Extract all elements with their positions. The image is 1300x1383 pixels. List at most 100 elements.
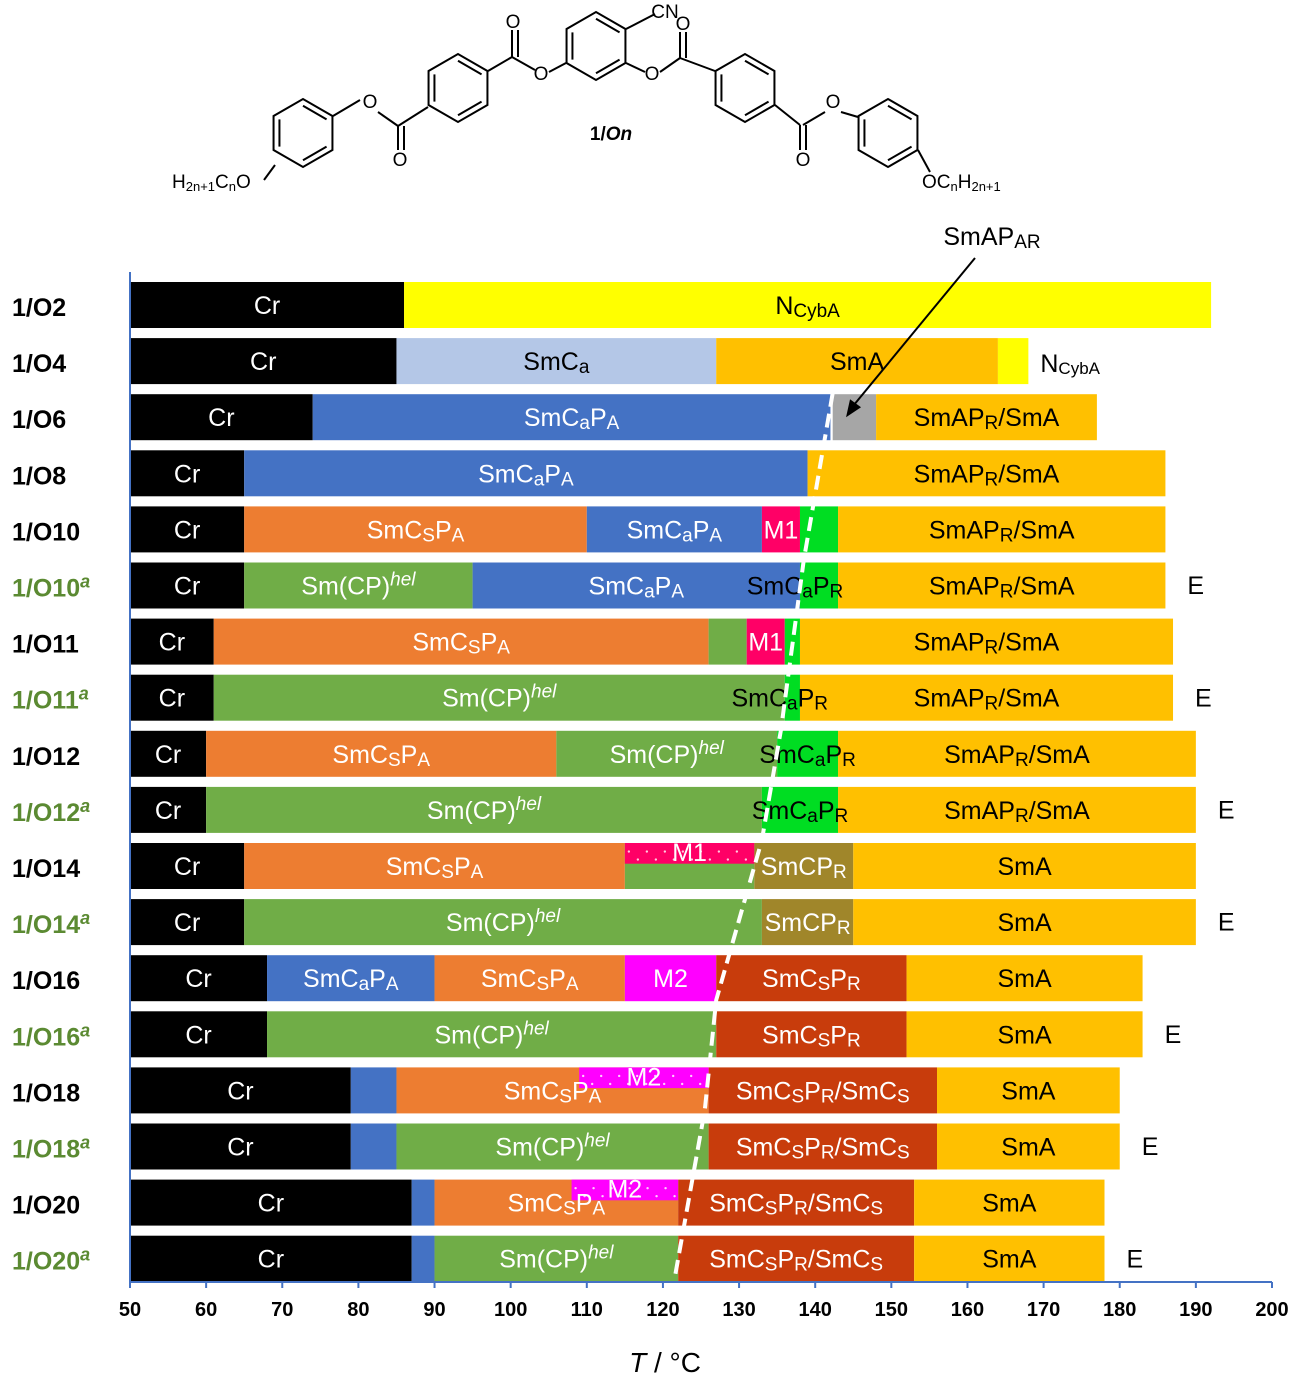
cyano-label: CN bbox=[651, 2, 678, 23]
x-tick-label: 140 bbox=[799, 1299, 832, 1321]
right-chain-label: OCnH2n+1 bbox=[922, 172, 1001, 194]
segment-label: SmCSPA bbox=[412, 628, 510, 658]
bar-segment-smcspr bbox=[708, 1067, 938, 1114]
x-tick-label: 120 bbox=[646, 1299, 679, 1321]
segment-label: Cr bbox=[254, 292, 280, 320]
end-label: E bbox=[1187, 572, 1204, 600]
overlay-dot bbox=[690, 858, 694, 861]
bar-segment-smcspr bbox=[708, 1123, 938, 1170]
bar-segment-m2 bbox=[624, 955, 717, 1002]
oxygen-label: O bbox=[676, 14, 691, 35]
row-1-o20: 1/O20 M2 Cr SmCSPA SmCSPR/SmCS SmA bbox=[12, 1175, 1105, 1226]
overlay-dot bbox=[717, 850, 721, 853]
bar-segment-cr bbox=[130, 1179, 412, 1226]
double-bond bbox=[744, 100, 770, 117]
overlay-dot bbox=[619, 1194, 622, 1198]
overlay-dot bbox=[680, 1082, 684, 1086]
segment-label: SmCSPA bbox=[367, 516, 465, 546]
x-axis: 50 60 70 80 90 100 110 120 130 140 150 160 170 180 190… bbox=[119, 272, 1289, 1378]
segment-label: SmAPR/SmA bbox=[914, 684, 1060, 714]
overlay-dot bbox=[646, 1186, 649, 1190]
segment-label: SmCSPA bbox=[504, 1077, 602, 1107]
overlay-dot bbox=[627, 850, 631, 853]
bar-segment-sma bbox=[716, 338, 998, 385]
row-1-o2: 1/O2 Cr NCybA bbox=[12, 282, 1212, 328]
bar-segment-sma bbox=[807, 450, 1166, 497]
segment-label: SmCaPR bbox=[752, 797, 849, 827]
bar-segment-sma bbox=[914, 1235, 1105, 1282]
row-1-o10: 1/O10 Cr SmCSPA SmCaPA M1 SmAPR/SmA bbox=[12, 506, 1166, 553]
row-1-o14-a: 1/O14a Cr Sm(CP)hel SmCPR SmA E bbox=[12, 899, 1235, 946]
overlay-dot bbox=[601, 1194, 604, 1198]
segment-label: Cr bbox=[208, 404, 234, 432]
bar-segment-sma bbox=[838, 506, 1166, 553]
bond bbox=[625, 62, 646, 73]
segment-label: SmCa bbox=[523, 348, 590, 378]
overlay-dot bbox=[662, 1082, 666, 1086]
segment-label: SmA bbox=[997, 965, 1052, 993]
segment-label: SmCSPR/SmCS bbox=[736, 1133, 910, 1163]
bar-segment-sma bbox=[853, 843, 1196, 889]
row-label: 1/O4 bbox=[12, 350, 66, 378]
bar-segment-smcspr bbox=[716, 955, 907, 1002]
segment-label: M1 bbox=[764, 516, 799, 544]
overlay-dot bbox=[626, 1082, 630, 1086]
bar-segment-sma bbox=[937, 1123, 1120, 1170]
bar-segment-smcapa bbox=[586, 506, 762, 553]
phase-boundary-line bbox=[672, 392, 835, 1281]
segment-label: Cr bbox=[159, 628, 185, 656]
oxygen-label: O bbox=[826, 92, 841, 113]
bar-segment-sma bbox=[937, 1067, 1120, 1114]
x-tick-label: 100 bbox=[494, 1299, 527, 1321]
oxygen-label: O bbox=[796, 150, 811, 171]
overlay-dot bbox=[698, 1082, 702, 1086]
segment-label: SmA bbox=[997, 909, 1052, 937]
segment-label: Cr bbox=[159, 684, 185, 712]
overlay-label: M1 bbox=[672, 839, 707, 867]
segment-label: SmA bbox=[830, 348, 885, 376]
segment-label: Cr bbox=[174, 909, 200, 937]
bar-segment-cr bbox=[130, 730, 207, 777]
bar-segment-smcspa bbox=[244, 843, 625, 889]
end-label: NCybA bbox=[1040, 350, 1100, 378]
bar-segment-cr bbox=[130, 674, 214, 721]
bar-segment-cr bbox=[130, 338, 397, 385]
end-label: E bbox=[1195, 684, 1212, 712]
row-label: 1/O11a bbox=[12, 683, 89, 714]
overlay-dot bbox=[583, 1194, 586, 1198]
x-tick-label: 90 bbox=[423, 1299, 445, 1321]
bond bbox=[917, 149, 931, 173]
bar-segment-sma bbox=[853, 899, 1196, 946]
bond bbox=[397, 106, 429, 127]
segment-label: SmCaPA bbox=[303, 965, 399, 995]
overlay-dot bbox=[689, 1074, 693, 1078]
segment-label: Cr bbox=[155, 797, 181, 825]
overlay-dot bbox=[681, 850, 685, 853]
bar-segment-smcapa bbox=[411, 1235, 435, 1282]
bond bbox=[625, 13, 656, 30]
x-tick-label: 160 bbox=[951, 1299, 984, 1321]
annotation-arrowhead bbox=[846, 399, 862, 418]
overlay-dot bbox=[617, 1074, 621, 1078]
segment-label: SmCSPA bbox=[481, 965, 579, 995]
row-1-o11: 1/O11 Cr SmCSPA M1 SmAPR/SmA bbox=[12, 618, 1174, 665]
row-1-o11-a: 1/O11a Cr Sm(CP)hel SmCaPR SmAPR/SmA E bbox=[12, 674, 1212, 721]
bar-segment-sma bbox=[799, 674, 1174, 721]
overlay-dot bbox=[744, 858, 748, 861]
row-1-o18-a: 1/O18a Cr Sm(CP)hel SmCSPR/SmCS SmA E bbox=[12, 1123, 1158, 1170]
oxygen-label: O bbox=[393, 150, 408, 171]
bond bbox=[774, 104, 801, 126]
segment-label: SmAPR/SmA bbox=[914, 460, 1060, 490]
bar-segment-smcphel bbox=[434, 1235, 679, 1282]
segment-label: SmCaPA bbox=[478, 460, 574, 490]
row-label: 1/O12 bbox=[12, 742, 80, 770]
oxygen-label: O bbox=[645, 64, 660, 85]
bar-segment-smcspr bbox=[678, 1179, 915, 1226]
segment-label: Cr bbox=[174, 460, 200, 488]
annotation-arrow bbox=[851, 257, 976, 408]
row-1-o16: 1/O16 Cr SmCaPA SmCSPA M2 SmCSPR SmA bbox=[12, 955, 1143, 1002]
x-tick-label: 60 bbox=[195, 1299, 217, 1321]
end-label: E bbox=[1218, 909, 1235, 937]
overlay-dot bbox=[644, 1082, 648, 1086]
overlay-dot bbox=[590, 1082, 594, 1086]
